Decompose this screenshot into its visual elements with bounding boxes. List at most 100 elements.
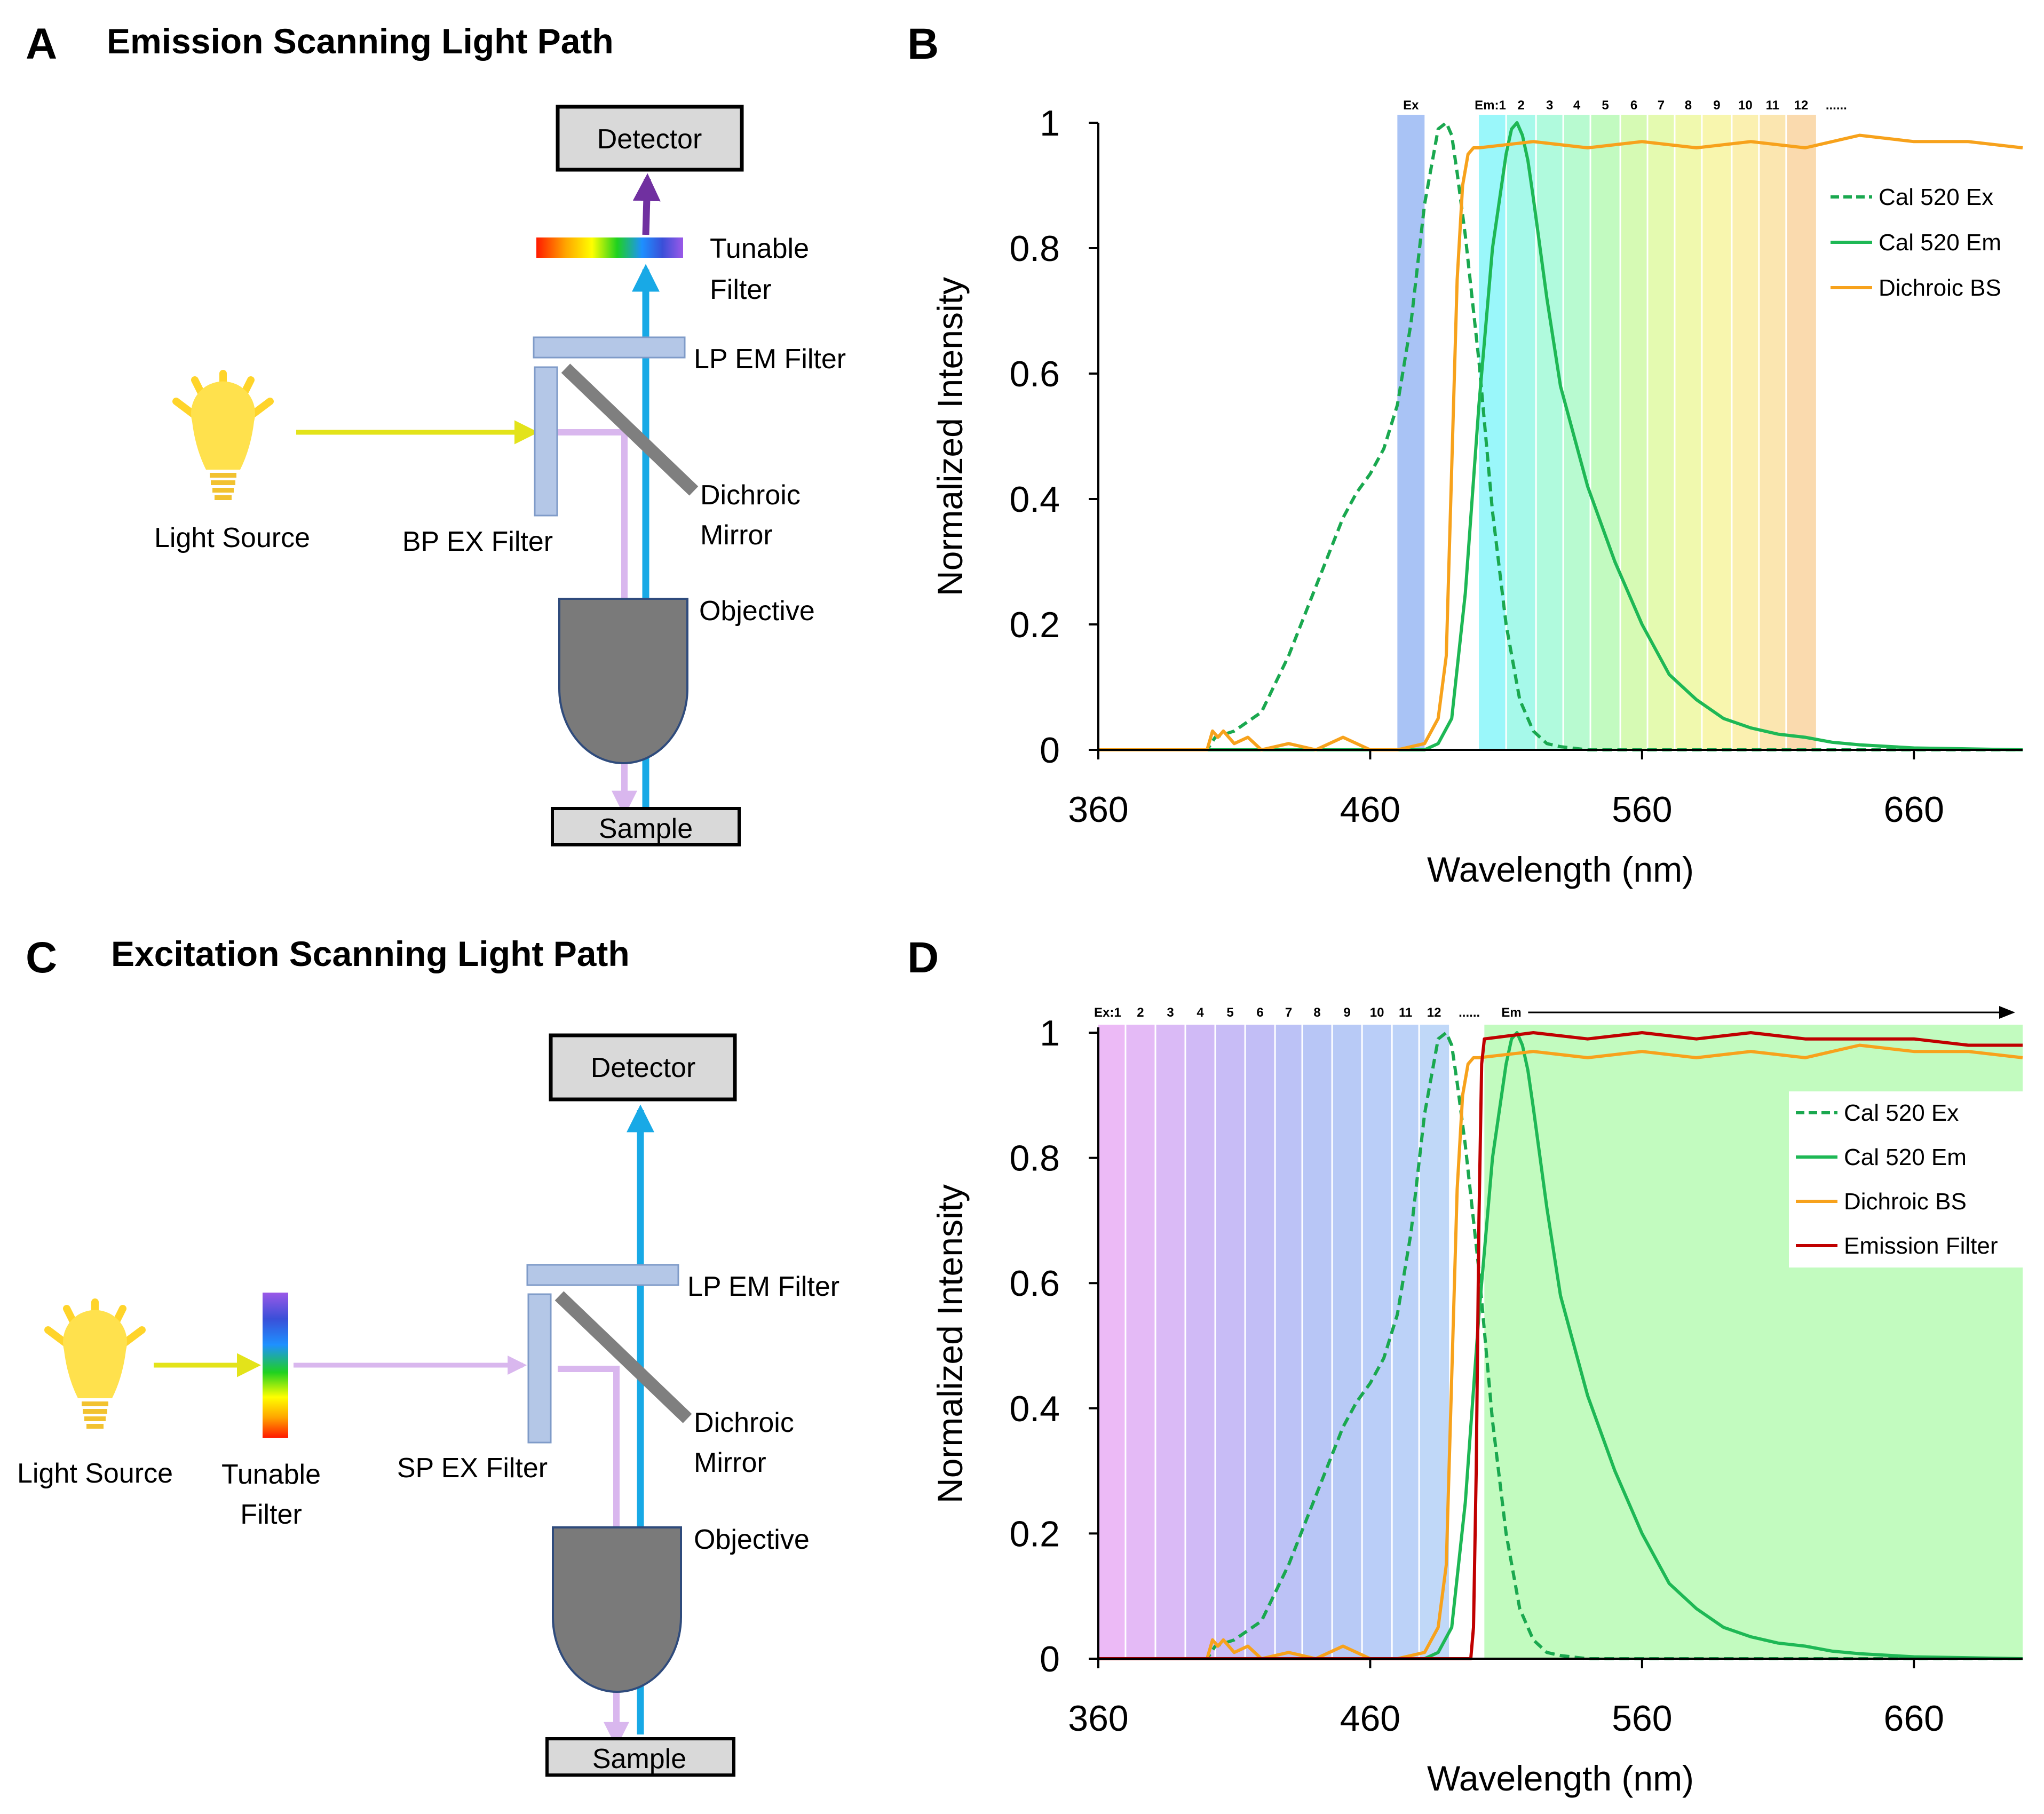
detector-box: [549, 1033, 737, 1102]
ex-band-4: [1185, 1025, 1216, 1659]
detector-label: Detector: [591, 1052, 696, 1083]
dichroic-mirror-label-1: Dichroic: [700, 480, 801, 511]
objective-label: Objective: [694, 1524, 810, 1555]
band-label: 7: [1658, 98, 1665, 113]
panel-c-title: Excitation Scanning Light Path: [111, 934, 630, 973]
band-label: 9: [1713, 98, 1720, 113]
band-label: 9: [1343, 1005, 1350, 1020]
lp-em-filter-label: LP EM Filter: [694, 344, 846, 375]
x-tick-label: 660: [1884, 1698, 1944, 1739]
y-axis-title: Normalized Intensity: [930, 1184, 970, 1503]
ex-band-11: [1392, 1025, 1420, 1659]
bp-ex-filter-label: BP EX Filter: [402, 526, 553, 557]
em-band-3: [1536, 115, 1564, 750]
ex-band-3: [1155, 1025, 1186, 1659]
panel-c-letter: C: [26, 933, 57, 982]
ex-band-10: [1362, 1025, 1392, 1659]
y-tick-label: 0.4: [1009, 479, 1060, 520]
band-label: 5: [1602, 98, 1609, 113]
ex-band-7: [1275, 1025, 1303, 1659]
ex-band-9: [1332, 1025, 1362, 1659]
objective-lens: [552, 1526, 682, 1693]
lp-em-filter: [526, 1264, 679, 1286]
band-label: 3: [1167, 1005, 1174, 1020]
em-label: Em: [1501, 1005, 1521, 1020]
legend-label: Cal 520 Ex: [1879, 184, 1993, 210]
y-tick-label: 0.2: [1009, 1514, 1060, 1554]
chart-b-legend: Cal 520 Ex Cal 520 Em Dichroic BS: [1831, 184, 2001, 301]
x-tick-label: 660: [1884, 789, 1944, 830]
band-label: 8: [1685, 98, 1692, 113]
ex-band-12: [1419, 1025, 1449, 1659]
dichroic-mirror-label-1: Dichroic: [694, 1407, 794, 1438]
em-band-4: [1563, 115, 1591, 750]
dichroic-mirror: [561, 363, 699, 496]
x-tick-label: 360: [1068, 789, 1128, 830]
panel-d-letter: D: [907, 933, 939, 982]
tunable-filter: [263, 1293, 288, 1438]
x-tick-label: 560: [1612, 789, 1672, 830]
chart-d-series: [1098, 1031, 2023, 1660]
ex-band: [1397, 115, 1425, 750]
band-label: 8: [1313, 1005, 1320, 1020]
detected-beam-arrow: [632, 173, 661, 235]
em-band-1: [1479, 115, 1507, 750]
sample-label: Sample: [599, 813, 693, 844]
band-label: 4: [1573, 98, 1581, 113]
em-band-7: [1647, 115, 1675, 750]
panel-b-chart: B Ex Em:1 2 3 4 5 6 7 8 9 10 11 12...... 360 460 560 66…: [907, 20, 2023, 889]
series-dichroic-bs: [1098, 1043, 2023, 1660]
y-tick-label: 0.4: [1009, 1389, 1060, 1429]
legend-label: Dichroic BS: [1879, 275, 2001, 301]
tunable-filter-label-2: Filter: [240, 1499, 302, 1530]
y-tick-label: 0: [1040, 730, 1060, 771]
ex-band-label: Ex: [1403, 98, 1419, 113]
bp-ex-filter: [534, 366, 558, 517]
detector-box: [556, 105, 744, 172]
band-label: 12: [1427, 1005, 1441, 1020]
objective-lens: [558, 598, 688, 764]
light-source-label: Light Source: [154, 522, 310, 553]
series-dichroic-bs: [1098, 133, 2023, 751]
tunable-filter: [536, 237, 683, 258]
em-band-11: [1758, 115, 1786, 750]
light-bulb-icon: [44, 1298, 146, 1429]
x-tick-label: 460: [1340, 789, 1400, 830]
band-label: Ex:1: [1094, 1005, 1121, 1020]
y-tick-label: 0: [1040, 1639, 1060, 1680]
panel-a-title: Emission Scanning Light Path: [107, 21, 614, 61]
x-tick-label: 460: [1340, 1698, 1400, 1739]
ex-band-5: [1215, 1025, 1246, 1659]
chart-d-legend: Cal 520 Ex Cal 520 Em Dichroic BS Emissi…: [1789, 1091, 2023, 1268]
sp-ex-filter: [527, 1293, 552, 1444]
panel-a-letter: A: [26, 20, 57, 68]
series-cal-520-em: [1098, 1031, 2023, 1660]
y-tick-label: 0.8: [1009, 1138, 1060, 1179]
legend-label: Cal 520 Em: [1844, 1144, 1967, 1170]
panel-d-chart: D Ex:1 2 3 4 5 6 7 8 9 10 11 12...... Em 360 460 560 66…: [907, 933, 2023, 1798]
y-axis-title: Normalized Intensity: [930, 277, 970, 596]
lp-em-filter: [533, 336, 686, 359]
sample-box: [545, 1737, 735, 1777]
y-tick-label: 1: [1040, 103, 1060, 144]
panel-c: C Excitation Scanning Light Path Detecto…: [17, 933, 839, 1777]
band-label: 10: [1738, 98, 1753, 113]
legend-label: Emission Filter: [1844, 1233, 1998, 1259]
series-cal-520-ex: [1098, 121, 2023, 751]
x-tick-label: 360: [1068, 1698, 1128, 1739]
panel-b-letter: B: [907, 20, 939, 68]
band-label: Em:1: [1475, 98, 1506, 113]
em-band-12: [1786, 115, 1816, 750]
dichroic-mirror: [554, 1291, 692, 1423]
band-label: 3: [1546, 98, 1553, 113]
x-axis-title: Wavelength (nm): [1427, 850, 1694, 889]
tunable-filter-label-2: Filter: [710, 274, 772, 305]
chart-d-ticks: 360 460 560 660 0 0.2 0.4 0.6 0.8 1: [1009, 1013, 1944, 1739]
detector-label: Detector: [597, 124, 702, 155]
chart-b-axes: [1097, 123, 2023, 751]
ex-band-1: [1098, 1025, 1126, 1659]
chart-b-bands: Ex Em:1 2 3 4 5 6 7 8 9 10 11 12......: [1397, 98, 1847, 750]
band-ellipsis: ......: [1826, 98, 1847, 113]
band-label: 6: [1630, 98, 1637, 113]
